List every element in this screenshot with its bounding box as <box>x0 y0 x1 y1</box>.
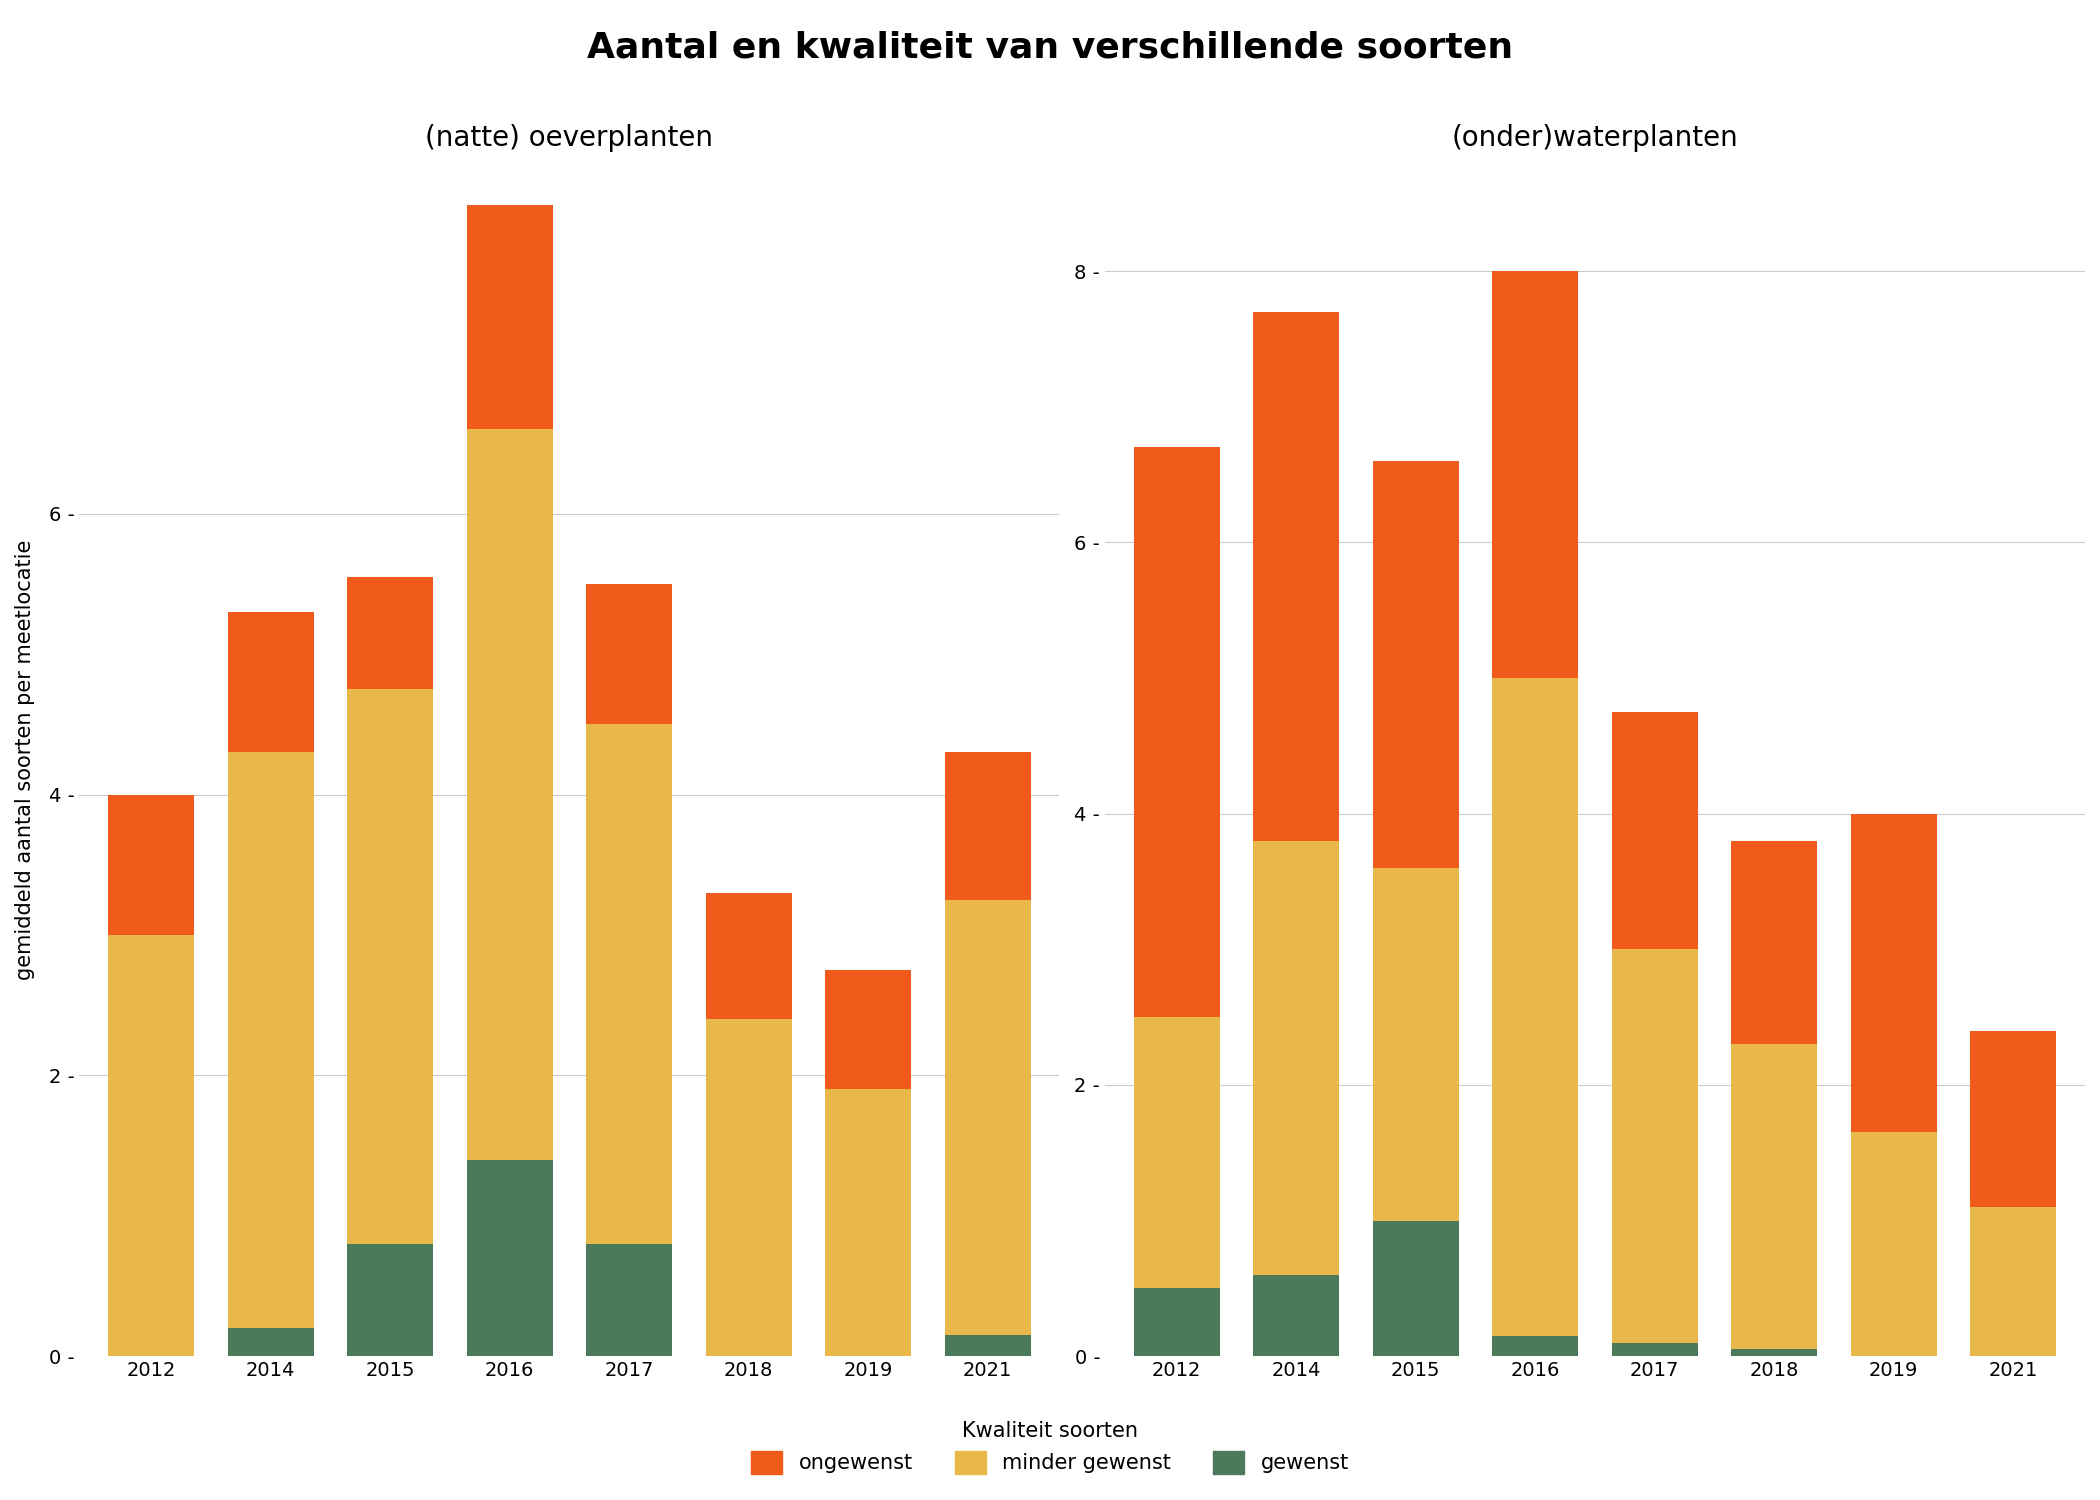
Bar <box>825 1089 911 1356</box>
Bar <box>1134 1288 1220 1356</box>
Bar <box>586 724 672 1244</box>
Bar <box>825 970 911 1089</box>
Bar <box>1373 1221 1460 1356</box>
Legend: ongewenst, minder gewenst, gewenst: ongewenst, minder gewenst, gewenst <box>743 1413 1357 1482</box>
Bar <box>1730 842 1816 1044</box>
Bar <box>466 206 552 429</box>
Bar <box>1493 272 1579 678</box>
Bar <box>466 429 552 1160</box>
Bar <box>1373 460 1460 868</box>
Bar <box>706 892 792 1019</box>
Bar <box>945 753 1031 900</box>
Bar <box>346 688 433 1244</box>
Bar <box>586 584 672 724</box>
Bar <box>706 1019 792 1356</box>
Bar <box>1850 1132 1936 1356</box>
Bar <box>1613 712 1697 950</box>
Bar <box>1970 1208 2056 1356</box>
Bar <box>1613 1342 1697 1356</box>
Bar <box>109 795 193 934</box>
Title: (onder)waterplanten: (onder)waterplanten <box>1451 124 1739 152</box>
Bar <box>227 1328 313 1356</box>
Bar <box>1730 1044 1816 1350</box>
Bar <box>586 1244 672 1356</box>
Bar <box>1613 950 1697 1342</box>
Y-axis label: gemiddeld aantal soorten per meetlocatie: gemiddeld aantal soorten per meetlocatie <box>15 538 36 980</box>
Bar <box>109 934 193 1356</box>
Bar <box>1254 1275 1340 1356</box>
Bar <box>227 753 313 1328</box>
Bar <box>1493 678 1579 1336</box>
Bar <box>1730 1350 1816 1356</box>
Bar <box>466 1160 552 1356</box>
Bar <box>945 900 1031 1335</box>
Bar <box>1254 312 1340 842</box>
Bar <box>945 1335 1031 1356</box>
Bar <box>346 1244 433 1356</box>
Bar <box>346 578 433 688</box>
Bar <box>1373 868 1460 1221</box>
Text: Aantal en kwaliteit van verschillende soorten: Aantal en kwaliteit van verschillende so… <box>586 30 1514 64</box>
Bar <box>1134 1017 1220 1288</box>
Bar <box>1850 813 1936 1132</box>
Bar <box>227 612 313 753</box>
Bar <box>1254 842 1340 1275</box>
Bar <box>1134 447 1220 1017</box>
Bar <box>1970 1030 2056 1208</box>
Title: (natte) oeverplanten: (natte) oeverplanten <box>426 124 714 152</box>
Bar <box>1493 1336 1579 1356</box>
